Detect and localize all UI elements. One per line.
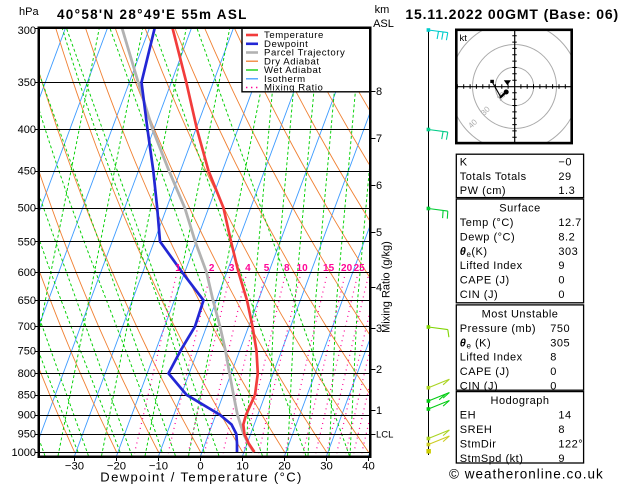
svg-text:CAPE (J): CAPE (J) (460, 275, 510, 287)
svg-text:4: 4 (245, 263, 251, 274)
svg-text:−30: −30 (65, 461, 84, 473)
svg-text:12.7: 12.7 (558, 217, 581, 229)
svg-text:2: 2 (209, 263, 215, 274)
svg-text:Dewp (°C): Dewp (°C) (460, 231, 515, 243)
svg-text:Surface: Surface (499, 203, 540, 215)
svg-text:20: 20 (341, 263, 353, 274)
svg-text:700: 700 (18, 321, 36, 333)
svg-text:4: 4 (376, 282, 382, 294)
svg-text:0: 0 (558, 275, 565, 287)
svg-text:300: 300 (18, 25, 36, 37)
svg-text:550: 550 (18, 236, 36, 248)
svg-text:9: 9 (558, 260, 565, 272)
svg-text:0: 0 (550, 366, 557, 378)
svg-text:StmDir: StmDir (460, 438, 497, 450)
svg-text:K: K (460, 157, 468, 169)
svg-text:2: 2 (376, 364, 382, 376)
svg-text:0: 0 (550, 380, 557, 392)
svg-text:Totals Totals: Totals Totals (460, 171, 527, 183)
svg-text:CIN (J): CIN (J) (460, 380, 498, 392)
svg-text:Dry Adiabat: Dry Adiabat (264, 57, 320, 68)
svg-text:Parcel Trajectory: Parcel Trajectory (264, 48, 345, 59)
svg-text:8: 8 (558, 424, 565, 436)
svg-text:5: 5 (264, 263, 270, 274)
svg-text:8: 8 (284, 263, 290, 274)
svg-text:750: 750 (18, 346, 36, 358)
svg-text:0: 0 (558, 289, 565, 301)
svg-text:Pressure (mb): Pressure (mb) (460, 323, 536, 335)
svg-text:Temperature: Temperature (264, 30, 324, 41)
svg-text:8.2: 8.2 (558, 231, 575, 243)
svg-text:StmSpd (kt): StmSpd (kt) (460, 453, 524, 465)
svg-text:303: 303 (558, 246, 578, 258)
svg-text:29: 29 (558, 171, 571, 183)
svg-text:15: 15 (323, 263, 335, 274)
svg-text:8: 8 (550, 352, 557, 364)
svg-text:850: 850 (18, 390, 36, 402)
svg-text:3: 3 (376, 323, 382, 335)
svg-text:Dewpoint / Temperature (°C): Dewpoint / Temperature (°C) (100, 470, 302, 485)
svg-text:1.3: 1.3 (558, 185, 575, 197)
svg-text:−10: −10 (149, 461, 168, 473)
svg-text:450: 450 (18, 166, 36, 178)
svg-text:350: 350 (18, 77, 36, 89)
svg-text:PW (cm): PW (cm) (460, 185, 506, 197)
svg-text:0: 0 (197, 461, 203, 473)
svg-text:1000: 1000 (12, 447, 36, 459)
svg-text:20: 20 (278, 461, 291, 473)
svg-text:8: 8 (376, 86, 382, 98)
svg-text:400: 400 (18, 124, 36, 136)
svg-text:Temp (°C): Temp (°C) (460, 217, 514, 229)
svg-text:3: 3 (229, 263, 235, 274)
svg-text:−20: −20 (107, 461, 126, 473)
svg-text:ASL: ASL (373, 18, 394, 30)
svg-text:km: km (375, 4, 390, 16)
svg-text:1: 1 (376, 405, 382, 417)
svg-text:10: 10 (297, 263, 309, 274)
svg-text:650: 650 (18, 295, 36, 307)
svg-text:kt: kt (460, 33, 468, 44)
svg-text:Mixing Ratio (g/kg): Mixing Ratio (g/kg) (381, 241, 393, 333)
svg-text:Lifted Index: Lifted Index (460, 352, 523, 364)
svg-text:SREH: SREH (460, 424, 493, 436)
svg-text:Wet Adiabat: Wet Adiabat (264, 65, 322, 76)
svg-text:600: 600 (18, 267, 36, 279)
svg-text:θe (K): θe (K) (460, 337, 491, 350)
svg-text:950: 950 (18, 429, 36, 441)
svg-text:900: 900 (18, 410, 36, 422)
svg-text:6: 6 (376, 180, 382, 192)
svg-text:hPa: hPa (19, 6, 39, 18)
svg-text:7: 7 (376, 133, 382, 145)
svg-text:30: 30 (320, 461, 333, 473)
svg-text:Dewpoint: Dewpoint (264, 39, 308, 50)
svg-text:10: 10 (236, 461, 249, 473)
svg-text:−0: −0 (558, 157, 572, 169)
svg-text:5: 5 (376, 227, 382, 239)
svg-text:14: 14 (558, 410, 571, 422)
svg-text:500: 500 (18, 203, 36, 215)
svg-text:800: 800 (18, 368, 36, 380)
svg-text:Mixing Ratio: Mixing Ratio (264, 83, 323, 94)
svg-text:9: 9 (558, 453, 565, 465)
svg-text:122°: 122° (558, 438, 583, 450)
svg-text:Hodograph: Hodograph (491, 395, 550, 407)
svg-text:15.11.2022 00GMT (Base: 06): 15.11.2022 00GMT (Base: 06) (405, 6, 619, 22)
svg-text:Most Unstable: Most Unstable (482, 309, 559, 321)
svg-text:40: 40 (362, 461, 375, 473)
svg-text:© weatheronline.co.uk: © weatheronline.co.uk (449, 467, 604, 482)
svg-text:LCL: LCL (376, 430, 393, 441)
svg-text:25: 25 (354, 263, 366, 274)
svg-text:750: 750 (550, 323, 570, 335)
svg-text:θe(K): θe(K) (460, 246, 488, 259)
svg-text:CIN (J): CIN (J) (460, 289, 498, 301)
svg-text:Lifted Index: Lifted Index (460, 260, 523, 272)
svg-text:40°58'N 28°49'E 55m ASL: 40°58'N 28°49'E 55m ASL (57, 7, 248, 22)
svg-text:305: 305 (550, 337, 570, 349)
svg-text:1: 1 (175, 263, 181, 274)
svg-text:EH: EH (460, 410, 476, 422)
svg-text:CAPE (J): CAPE (J) (460, 366, 510, 378)
svg-text:Isotherm: Isotherm (264, 74, 306, 85)
